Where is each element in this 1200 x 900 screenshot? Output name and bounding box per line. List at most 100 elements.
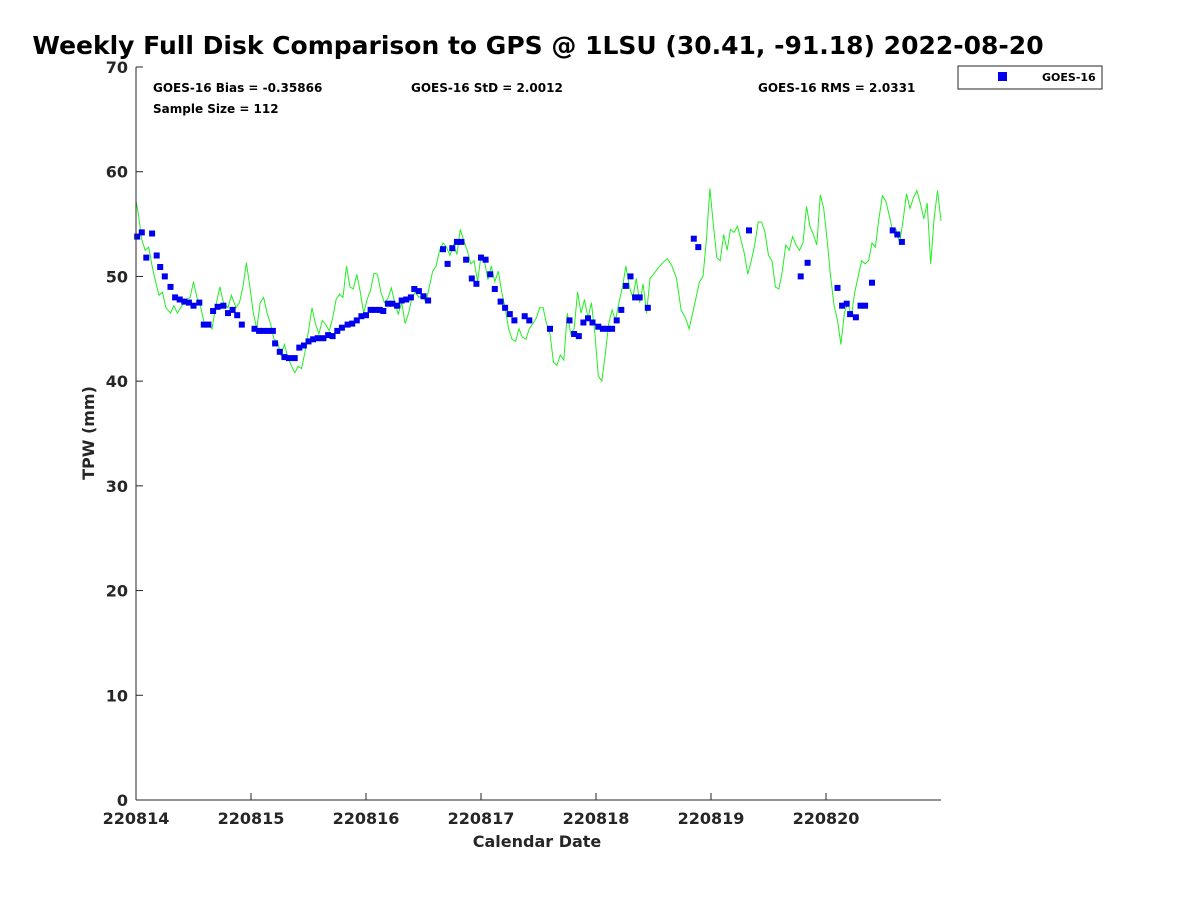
y-tick-label: 50: [106, 267, 128, 286]
stat-rms: GOES-16 RMS = 2.0331: [758, 81, 915, 95]
stat-sample-size: Sample Size = 112: [153, 102, 279, 116]
goes-16-point: [384, 300, 391, 307]
goes-16-point: [599, 325, 606, 332]
goes-16-point: [353, 317, 360, 324]
goes-16-point: [291, 355, 298, 362]
goes-16-point: [857, 302, 864, 309]
goes-16-point: [506, 311, 513, 318]
goes-16-point: [376, 306, 383, 313]
goes-16-point: [585, 315, 591, 322]
goes-16-point: [425, 297, 432, 304]
goes-16-point: [210, 308, 217, 314]
goes-16-point: [358, 313, 365, 320]
goes-16-point: [269, 327, 276, 334]
x-tick-label: 220820: [793, 809, 860, 828]
goes-16-point: [453, 238, 460, 245]
y-tick-label: 70: [106, 58, 128, 77]
goes-16-point: [420, 293, 427, 300]
goes-16-point: [690, 235, 697, 242]
x-tick-label: 220816: [333, 809, 400, 828]
gps-line: [135, 188, 942, 383]
goes-16-point: [609, 325, 616, 332]
goes-16-point: [526, 317, 533, 324]
goes-16-point: [238, 321, 245, 328]
x-tick-label: 220814: [103, 809, 170, 828]
x-tick-label: 220819: [678, 809, 745, 828]
goes-16-point: [834, 284, 841, 291]
goes-16-point: [205, 321, 212, 328]
x-axis-label: Calendar Date: [473, 832, 602, 851]
goes-16-point: [214, 303, 221, 310]
goes-16-point: [153, 252, 160, 259]
stat-std: GOES-16 StD = 2.0012: [411, 81, 563, 95]
goes-16-point: [862, 302, 869, 309]
goes-16-point: [746, 227, 752, 234]
y-axis-label: TPW (mm): [79, 386, 98, 480]
goes-16-point: [172, 294, 179, 301]
goes-16-point: [181, 298, 188, 305]
y-tick-label: 10: [106, 686, 128, 705]
goes-16-point: [622, 282, 629, 289]
goes-16-point: [589, 319, 596, 326]
x-tick-label: 220817: [448, 809, 515, 828]
x-tick-label: 220818: [563, 809, 630, 828]
chart-title: Weekly Full Disk Comparison to GPS @ 1LS…: [32, 31, 1043, 60]
goes-16-point: [314, 335, 321, 342]
legend: GOES-16: [957, 65, 1103, 90]
goes-16-point: [380, 308, 387, 314]
gps-series: [135, 188, 942, 383]
y-tick-label: 20: [106, 582, 128, 601]
y-tick-label: 60: [106, 163, 128, 182]
goes-16-point: [482, 256, 489, 263]
goes-16-point: [320, 335, 327, 342]
goes-16-point: [511, 317, 518, 324]
goes-16-series: [134, 227, 905, 362]
goes-16-point: [389, 300, 396, 307]
legend-label-goes-16: GOES-16: [1042, 71, 1096, 84]
goes-16-point: [468, 275, 475, 282]
goes-16-point: [458, 238, 465, 245]
goes-16-point: [521, 313, 528, 320]
goes-16-point: [898, 238, 905, 245]
y-tick-label: 30: [106, 477, 128, 496]
goes-16-point: [367, 306, 374, 313]
goes-16-point: [167, 283, 174, 290]
goes-16-point: [344, 321, 351, 328]
goes-16-point: [636, 294, 643, 301]
goes-16-point: [281, 354, 288, 361]
goes-16-point: [407, 294, 414, 301]
legend-marker-goes-16: [998, 72, 1007, 81]
goes-16-point: [185, 299, 192, 306]
goes-16-point: [444, 260, 451, 267]
goes-16-point: [265, 327, 272, 334]
goes-16-point: [547, 325, 553, 332]
goes-16-point: [161, 273, 168, 280]
goes-16-point: [220, 302, 227, 309]
goes-16-point: [305, 338, 312, 345]
goes-16-point: [797, 273, 804, 280]
goes-16-point: [285, 355, 292, 362]
goes-16-point: [613, 317, 620, 324]
goes-16-point: [889, 227, 896, 234]
goes-16-point: [300, 342, 307, 349]
goes-16-point: [349, 320, 356, 327]
x-tick-label: 220815: [218, 809, 285, 828]
goes-16-point: [595, 323, 602, 330]
goes-16-point: [575, 333, 582, 340]
goes-16-point: [440, 246, 446, 253]
goes-16-point: [644, 304, 651, 311]
goes-16-point: [325, 332, 332, 339]
goes-16-point: [372, 306, 379, 313]
goes-16-point: [334, 327, 341, 334]
goes-16-point: [200, 321, 207, 328]
goes-16-point: [363, 312, 369, 319]
goes-16-point: [176, 296, 183, 303]
goes-16-point: [502, 304, 509, 311]
goes-16-point: [251, 325, 258, 332]
goes-16-point: [225, 310, 231, 317]
goes-16-point: [394, 302, 401, 309]
goes-16-point: [843, 300, 850, 307]
legend-box: [957, 65, 1103, 90]
goes-16-point: [852, 314, 859, 321]
